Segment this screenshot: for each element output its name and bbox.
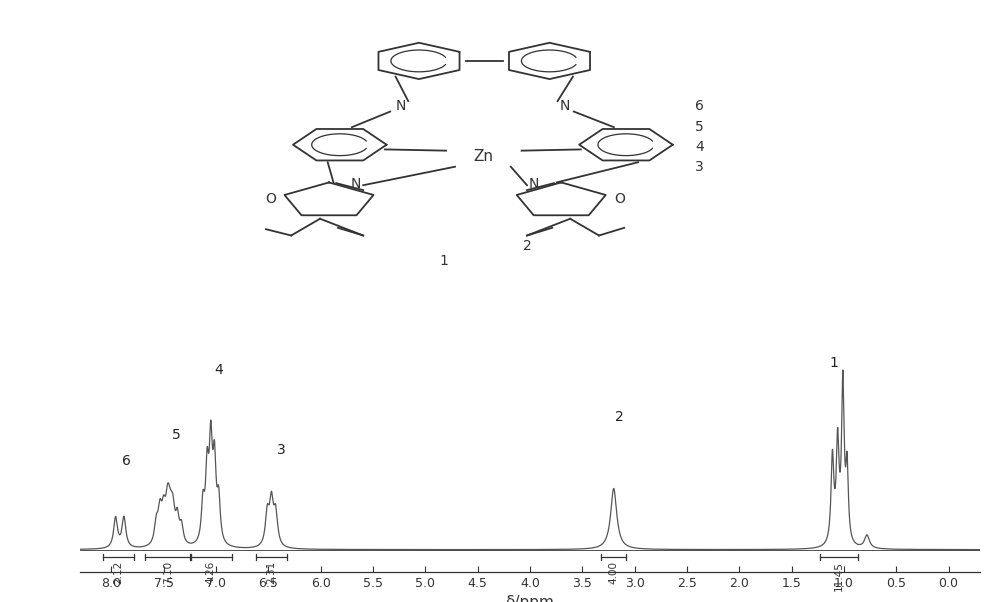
X-axis label: δ/ppm: δ/ppm [506, 595, 554, 602]
Text: 4.26: 4.26 [206, 561, 216, 585]
Text: 2: 2 [523, 239, 531, 253]
Text: 11.45: 11.45 [834, 561, 844, 591]
Text: 4.00: 4.00 [609, 561, 619, 584]
Text: 1: 1 [829, 356, 838, 370]
Text: 4: 4 [695, 140, 704, 154]
Text: 4: 4 [215, 364, 224, 377]
Text: N: N [351, 177, 361, 191]
Text: O: O [614, 192, 625, 206]
Text: N: N [560, 99, 570, 113]
Text: 5: 5 [172, 428, 181, 442]
Text: O: O [265, 192, 276, 206]
Text: 1: 1 [440, 253, 449, 268]
Text: 6: 6 [695, 99, 704, 113]
Text: N: N [529, 177, 539, 191]
Text: N: N [396, 99, 406, 113]
Text: 2.12: 2.12 [114, 561, 124, 585]
Text: 3: 3 [277, 443, 285, 457]
Text: 6: 6 [122, 454, 130, 468]
Text: 7.10: 7.10 [163, 561, 173, 585]
Text: 3: 3 [695, 160, 704, 174]
Text: Zn: Zn [474, 149, 494, 164]
Text: 5: 5 [695, 120, 704, 134]
Text: 2: 2 [615, 410, 623, 424]
Text: 2.31: 2.31 [267, 561, 277, 585]
